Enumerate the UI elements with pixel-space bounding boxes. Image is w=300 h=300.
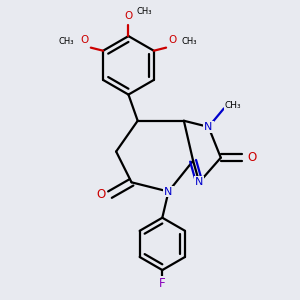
Text: O: O: [168, 35, 176, 45]
Text: N: N: [195, 177, 203, 187]
Text: CH₃: CH₃: [182, 37, 197, 46]
Text: N: N: [164, 187, 173, 196]
Text: O: O: [247, 151, 256, 164]
Text: O: O: [96, 188, 105, 201]
Text: O: O: [80, 35, 89, 45]
Text: F: F: [159, 278, 166, 290]
Text: CH₃: CH₃: [58, 37, 74, 46]
Text: O: O: [124, 11, 133, 21]
Text: CH₃: CH₃: [136, 7, 152, 16]
Text: CH₃: CH₃: [225, 101, 242, 110]
Text: N: N: [204, 122, 213, 132]
